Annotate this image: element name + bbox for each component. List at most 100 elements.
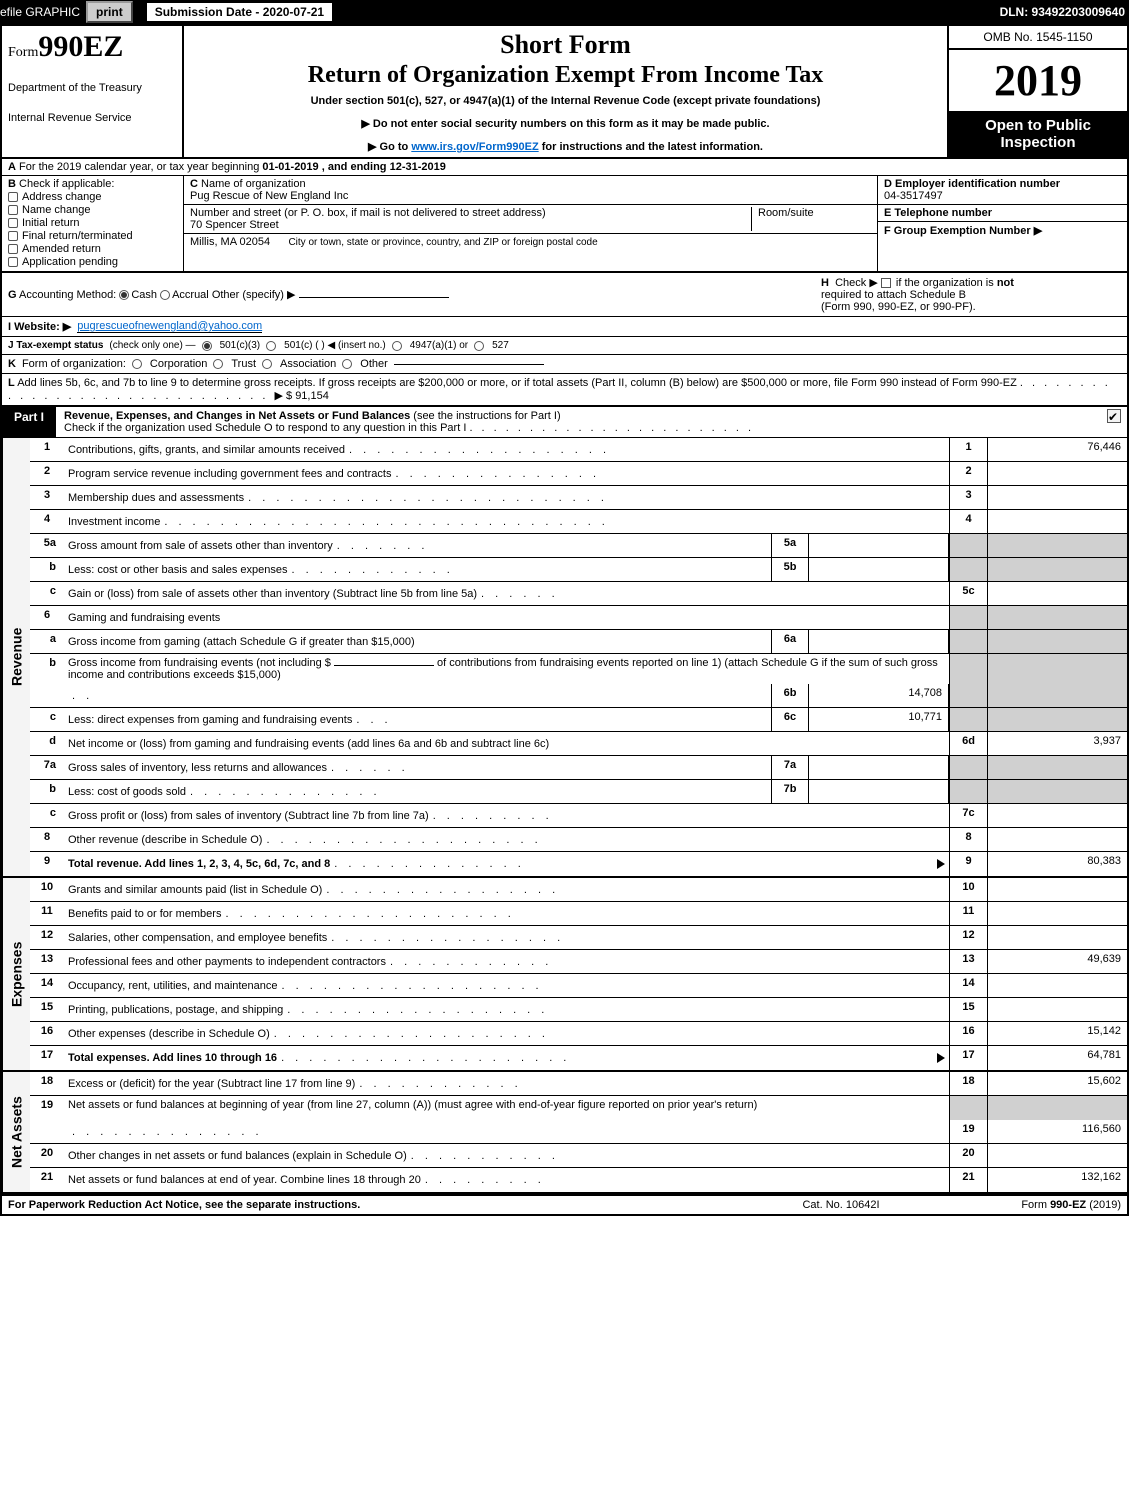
line-8: 8 Other revenue (describe in Schedule O)…: [30, 828, 1127, 852]
street-row: Number and street (or P. O. box, if mail…: [184, 205, 877, 234]
line-18-excess: 15,602: [987, 1072, 1127, 1095]
omb-number: OMB No. 1545-1150: [949, 26, 1127, 50]
line-num-16: 16: [30, 1022, 64, 1045]
opt-527: 527: [492, 340, 509, 351]
checkbox-icon[interactable]: [8, 231, 18, 241]
checkbox-icon[interactable]: [8, 244, 18, 254]
mval: [809, 558, 949, 581]
radio-assoc[interactable]: [262, 359, 272, 369]
dots: . . . . . . . . .: [433, 810, 945, 822]
return-title: Return of Organization Exempt From Incom…: [194, 62, 937, 89]
line-5a: 5a Gross amount from sale of assets othe…: [30, 534, 1127, 558]
radio-cash[interactable]: [119, 290, 129, 300]
line-num-6a: a: [30, 630, 64, 653]
print-button[interactable]: print: [86, 1, 133, 23]
shaded: [987, 708, 1127, 731]
opt-other: Other: [360, 358, 388, 370]
dots: . . . . . . . . . . . . . .: [190, 786, 767, 798]
radio-corp[interactable]: [132, 359, 142, 369]
desc: Net income or (loss) from gaming and fun…: [68, 738, 549, 750]
net-assets-tab: Net Assets: [2, 1072, 30, 1192]
line-3: 3 Membership dues and assessments. . . .…: [30, 486, 1127, 510]
irs-link[interactable]: www.irs.gov/Form990EZ: [411, 141, 538, 153]
checkbox-icon[interactable]: [8, 257, 18, 267]
submission-date: Submission Date - 2020-07-21: [145, 1, 334, 23]
rval: [987, 974, 1127, 997]
radio-501c3[interactable]: [202, 341, 212, 351]
rnum: 4: [949, 510, 987, 533]
line-15: 15 Printing, publications, postage, and …: [30, 998, 1127, 1022]
line-6c-value: 10,771: [809, 708, 949, 731]
shaded: [949, 534, 987, 557]
dots: . . . . . . . . . . . . . . . . . . . . …: [281, 1052, 937, 1064]
expenses-tab: Expenses: [2, 878, 30, 1070]
check-application-pending: Application pending: [8, 256, 177, 268]
shaded: [949, 780, 987, 803]
check-label: Name change: [22, 204, 91, 216]
efile-label: efile GRAPHIC: [0, 5, 80, 19]
radio-501c[interactable]: [266, 341, 276, 351]
desc: Printing, publications, postage, and shi…: [68, 1004, 283, 1016]
desc: Occupancy, rent, utilities, and maintena…: [68, 980, 278, 992]
check-name-change: Name change: [8, 204, 177, 216]
dots: . . . . . . . . . . . .: [292, 564, 767, 576]
6b-pre: Gross income from fundraising events (no…: [68, 657, 334, 669]
shaded: [949, 756, 987, 779]
mnum: 5a: [771, 534, 809, 557]
rval: [987, 510, 1127, 533]
dots: . . . . . . . . . . . . . . . . . . . . …: [164, 516, 945, 528]
line-7c: c Gross profit or (loss) from sales of i…: [30, 804, 1127, 828]
checkbox-icon[interactable]: [8, 192, 18, 202]
check-final-return: Final return/terminated: [8, 230, 177, 242]
dots: . . . . . . . . . . . . . .: [72, 1126, 945, 1138]
checkbox-icon[interactable]: [8, 218, 18, 228]
shaded: [987, 630, 1127, 653]
line-19: . . . . . . . . . . . . . . 19 116,560: [30, 1120, 1127, 1144]
group-exemption-row: F Group Exemption Number ▶: [878, 222, 1127, 239]
rnum: 14: [949, 974, 987, 997]
radio-other[interactable]: [342, 359, 352, 369]
line-12: 12 Salaries, other compensation, and emp…: [30, 926, 1127, 950]
radio-4947[interactable]: [392, 341, 402, 351]
opt-501c3: 501(c)(3): [220, 340, 261, 351]
line-num-8: 8: [30, 828, 64, 851]
rnum: 8: [949, 828, 987, 851]
checkbox-icon[interactable]: [8, 205, 18, 215]
dots: . . . . . . .: [337, 540, 767, 552]
rval: [987, 902, 1127, 925]
form-number-big: 990EZ: [38, 30, 123, 63]
radio-accrual[interactable]: [160, 290, 170, 300]
line-num-7b: b: [30, 780, 64, 803]
tax-year-begin: 01-01-2019: [262, 161, 318, 173]
city-state-zip: Millis, MA 02054: [190, 236, 270, 248]
arrow-line-1: ▶ Do not enter social security numbers o…: [194, 117, 937, 130]
shaded: [987, 606, 1127, 629]
opt-corp: Corporation: [150, 358, 207, 370]
shaded: [949, 708, 987, 731]
radio-trust[interactable]: [213, 359, 223, 369]
row-l-gross-receipts: L Add lines 5b, 6c, and 7b to line 9 to …: [0, 374, 1129, 407]
other-label: Other (specify) ▶: [212, 289, 296, 301]
line-13-value: 49,639: [987, 950, 1127, 973]
website-link[interactable]: pugrescueofnewengland@yahoo.com: [77, 320, 262, 333]
part1-title-bold: Revenue, Expenses, and Changes in Net As…: [64, 410, 410, 422]
rnum: 10: [949, 878, 987, 901]
radio-527[interactable]: [474, 341, 484, 351]
dots: . . . . . . . . . . . . . . . . . . . .: [266, 834, 945, 846]
schedule-b-checkbox[interactable]: [881, 278, 891, 288]
revenue-section: Revenue 1 Contributions, gifts, grants, …: [0, 438, 1129, 876]
l-amount-label: ▶ $: [274, 390, 292, 402]
g-prefix: G: [8, 289, 17, 301]
rnum: 13: [949, 950, 987, 973]
line-17: 17 Total expenses. Add lines 10 through …: [30, 1046, 1127, 1070]
line-5c: c Gain or (loss) from sale of assets oth…: [30, 582, 1127, 606]
dots: . . . . . . . . . . . . . . . . .: [331, 932, 945, 944]
schedule-o-checkbox[interactable]: ✔: [1107, 409, 1121, 423]
net-assets-lines: 18 Excess or (deficit) for the year (Sub…: [30, 1072, 1127, 1192]
check-initial-return: Initial return: [8, 217, 177, 229]
line-num-11: 11: [30, 902, 64, 925]
dots: . . . . . . . . . . . .: [390, 956, 945, 968]
line-13: 13 Professional fees and other payments …: [30, 950, 1127, 974]
k-text: Form of organization:: [22, 358, 126, 370]
b-label: B: [8, 178, 16, 190]
